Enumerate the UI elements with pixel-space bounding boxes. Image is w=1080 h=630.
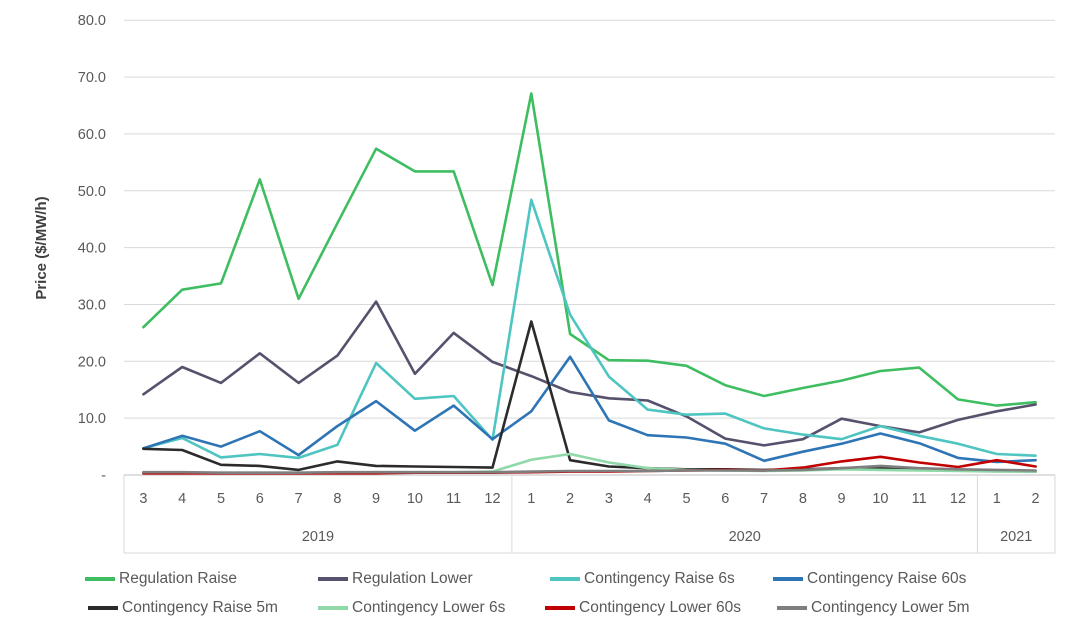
series-line-contingency-lower-5m [142,464,1037,475]
legend-item-contingency-lower-60s: Contingency Lower 60s [545,599,741,617]
series-layer [142,92,1037,475]
x-tick-month-2: 5 [217,491,225,507]
x-tick-month-1: 4 [178,491,186,507]
x-tick-month-19: 10 [872,491,888,507]
x-tick-month-12: 3 [605,491,613,507]
x-tick-month-13: 4 [644,491,652,507]
y-tick-label-30.0: 30.0 [78,298,106,314]
x-tick-month-8: 11 [446,491,461,507]
legend-item-regulation-lower: Regulation Lower [318,570,473,588]
legend-item-contingency-lower-6s: Contingency Lower 6s [318,599,505,617]
legend-label: Contingency Raise 60s [807,570,967,587]
gridlines-layer [124,19,1055,419]
x-tick-month-6: 9 [372,491,380,507]
x-tick-month-22: 1 [993,491,1001,507]
legend-item-contingency-raise-6s: Contingency Raise 6s [550,570,735,588]
x-tick-month-21: 12 [950,491,966,507]
x-tick-month-3: 6 [256,491,264,507]
series-line-contingency-raise-5m [142,320,1037,473]
x-group-year-2020: 2020 [729,529,761,545]
legend-label: Contingency Raise 6s [584,570,735,587]
legend-swatch-contingency-raise-6s [550,577,580,581]
x-tick-month-17: 8 [799,491,807,507]
y-axis-title: Price ($/MW/h) [33,196,50,299]
x-tick-month-5: 8 [333,491,341,507]
legend-swatch-contingency-lower-5m [777,606,807,610]
y-tick-label-50.0: 50.0 [78,184,106,200]
legend-item-contingency-raise-60s: Contingency Raise 60s [773,570,966,588]
legend-label: Contingency Lower 60s [579,599,741,616]
y-tick-label--: - [101,468,106,484]
x-tick-month-16: 7 [760,491,768,507]
legend-item-contingency-raise-5m: Contingency Raise 5m [88,599,278,617]
x-tick-month-11: 2 [566,491,574,507]
y-tick-label-20.0: 20.0 [78,354,106,370]
legend-swatch-contingency-lower-6s [318,606,348,610]
x-tick-month-20: 11 [912,491,927,507]
x-group-year-2019: 2019 [302,529,334,545]
axes-layer [123,474,1056,554]
series-line-regulation-raise [142,92,1037,407]
x-tick-month-14: 5 [682,491,690,507]
legend-label: Contingency Raise 5m [122,599,278,616]
series-line-contingency-raise-60s [142,355,1037,464]
legend-label: Contingency Lower 5m [811,599,970,616]
legend-swatch-regulation-raise [85,577,115,581]
legend-swatch-contingency-raise-5m [88,606,118,610]
series-line-regulation-lower [142,300,1037,447]
legend-swatch-contingency-lower-60s [545,606,575,610]
x-tick-month-0: 3 [139,491,147,507]
legend-label: Regulation Lower [352,570,473,587]
x-tick-month-4: 7 [295,491,303,507]
x-tick-month-7: 10 [407,491,423,507]
legend-label: Regulation Raise [119,570,238,587]
y-tick-label-10.0: 10.0 [78,411,106,427]
y-tick-label-80.0: 80.0 [78,13,106,29]
x-tick-month-18: 9 [838,491,846,507]
y-tick-label-70.0: 70.0 [78,70,106,86]
x-tick-month-15: 6 [721,491,729,507]
legend-swatch-regulation-lower [318,577,348,581]
x-tick-month-10: 1 [527,491,535,507]
axis-labels-layer: 80.0 70.0 60.0 50.0 40.0 30.0 20.0 10.0 - 3 4 5 6 7 8 9… [78,13,1040,545]
legend-item-contingency-lower-5m: Contingency Lower 5m [777,599,970,617]
series-line-contingency-raise-6s [142,198,1037,460]
x-tick-month-9: 12 [484,491,500,507]
legend-swatch-contingency-raise-60s [773,577,803,581]
legend-label: Contingency Lower 6s [352,599,506,616]
y-tick-label-40.0: 40.0 [78,241,106,257]
x-group-year-2021: 2021 [1000,529,1032,545]
y-tick-label-60.0: 60.0 [78,127,106,143]
x-tick-month-23: 2 [1032,491,1040,507]
legend-item-regulation-raise: Regulation Raise [85,570,237,588]
chart-plot-area: 80.0 70.0 60.0 50.0 40.0 30.0 20.0 10.0 - 3 4 5 6 7 8 9… [33,13,1056,554]
